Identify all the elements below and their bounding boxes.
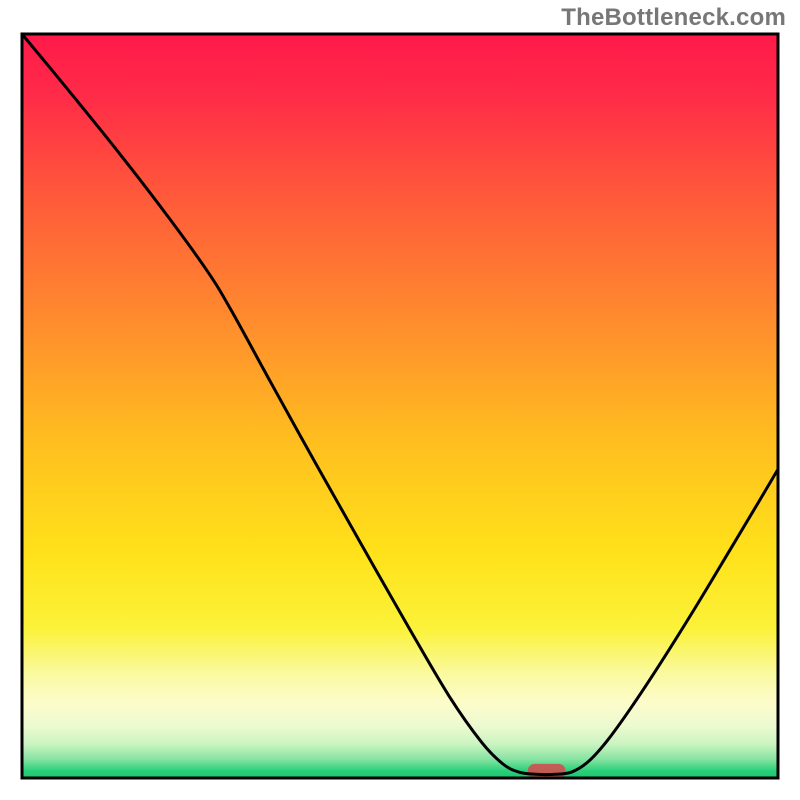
chart-container: TheBottleneck.com xyxy=(0,0,800,800)
gradient-background xyxy=(22,34,778,778)
watermark-text: TheBottleneck.com xyxy=(561,4,786,32)
bottleneck-chart xyxy=(0,0,800,800)
